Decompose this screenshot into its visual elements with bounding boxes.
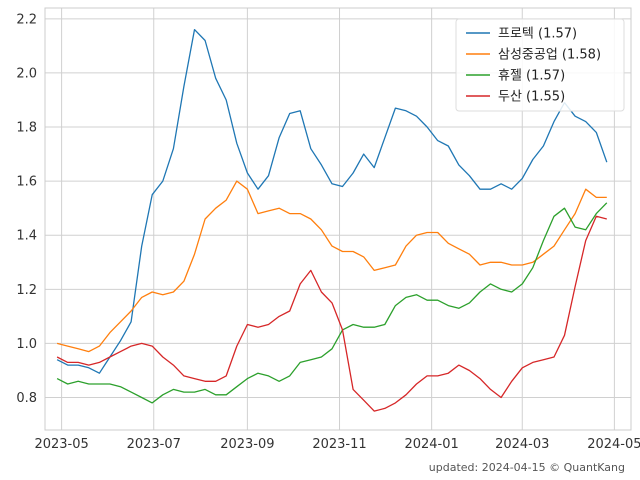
x-tick-label: 2024-03 bbox=[495, 437, 549, 452]
x-tick-label: 2023-09 bbox=[220, 437, 274, 452]
legend-label: 휴젤 (1.57) bbox=[498, 69, 565, 84]
legend-label: 삼성중공업 (1.58) bbox=[498, 48, 601, 63]
y-tick-label: 1.6 bbox=[16, 175, 37, 190]
series-line bbox=[56, 180, 607, 353]
series-line bbox=[56, 215, 607, 412]
y-tick-label: 2.2 bbox=[16, 12, 37, 27]
legend-label: 두산 (1.55) bbox=[498, 90, 565, 105]
legend: 프로텍 (1.57) 삼성중공업 (1.58) 휴젤 (1.57) 두산 (1.55) bbox=[455, 18, 625, 112]
x-axis-ticks: 2023-05 2023-07 2023-09 2023-11 2024-01 2024-… bbox=[34, 437, 640, 452]
plot-frame bbox=[44, 7, 632, 431]
y-tick-label: 1.4 bbox=[16, 229, 37, 244]
y-tick-label: 0.8 bbox=[16, 391, 37, 406]
series-lines bbox=[56, 28, 608, 412]
x-tick-label: 2023-11 bbox=[312, 437, 366, 452]
series-line bbox=[56, 28, 608, 374]
x-tick-label: 2023-07 bbox=[127, 437, 181, 452]
y-tick-label: 2.0 bbox=[16, 66, 37, 81]
legend-label: 프로텍 (1.57) bbox=[498, 27, 577, 42]
x-tick-label: 2023-05 bbox=[34, 437, 88, 452]
y-tick-label: 1.8 bbox=[16, 121, 37, 136]
y-axis-ticks: 0.8 1.0 1.2 1.4 1.6 1.8 2.0 2.2 bbox=[16, 12, 37, 406]
legend-box bbox=[455, 18, 625, 112]
y-tick-label: 1.2 bbox=[16, 283, 37, 298]
series-line bbox=[56, 202, 608, 404]
y-tick-label: 1.0 bbox=[16, 337, 37, 352]
footer-note: updated: 2024-04-15 © QuantKang bbox=[429, 461, 625, 474]
x-tick-label: 2024-05 bbox=[587, 437, 640, 452]
x-tick-label: 2024-01 bbox=[404, 437, 458, 452]
